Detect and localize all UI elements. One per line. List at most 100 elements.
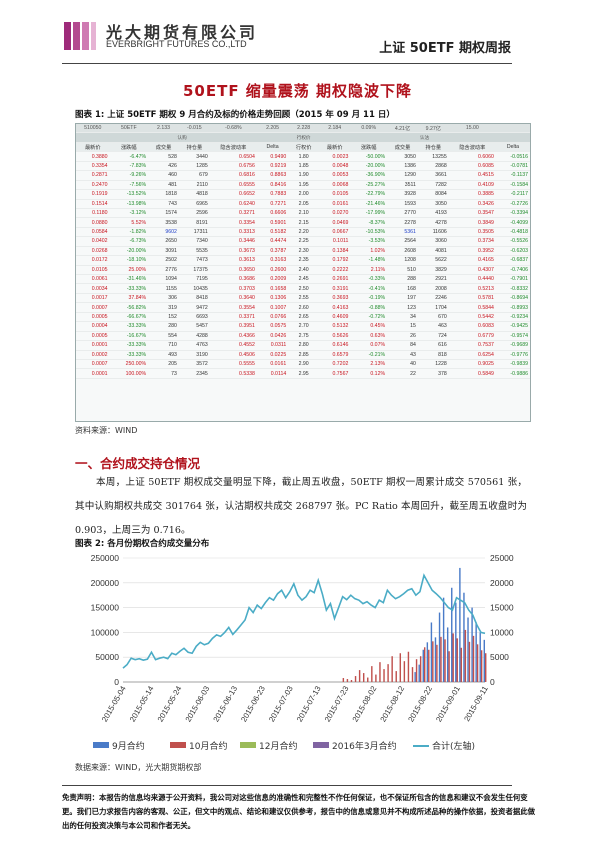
table-row[interactable]: 0.0005 -66.67% 152 6693 0.3371 0.0766 2.65 0.46… [76, 312, 530, 323]
table-cell: -0.9839 [495, 359, 530, 370]
table-cell: 0.6254 [448, 350, 496, 360]
table-cell: 0.4165 [448, 255, 496, 266]
bar-10月合约 [464, 629, 467, 682]
y-tick-label-left: 0 [114, 677, 119, 687]
table-cell: -0.19% [350, 293, 388, 304]
table-cell: 0.1658 [256, 283, 289, 294]
table-cell: 0.0001 [76, 368, 110, 379]
table-cell: -6.47% [109, 151, 149, 162]
table-row[interactable]: 0.2470 -7.56% 481 2110 0.6555 0.8416 1.95 0.006… [76, 180, 530, 191]
bar-9月合约 [430, 622, 433, 682]
table-cell: 168 [387, 283, 418, 294]
table-row[interactable]: 0.0034 -33.33% 1155 10435 0.3703 0.1658 2.50 0.… [76, 283, 530, 294]
table-row[interactable]: 0.0172 -18.10% 2502 7473 0.3613 0.3163 2.35 0.1… [76, 255, 530, 266]
table-cell: 1155 [148, 283, 179, 294]
table-row[interactable]: 0.1180 -3.12% 1574 2596 0.3271 0.6606 2.10 0.02… [76, 208, 530, 219]
table-cell: 0.0225 [256, 350, 289, 360]
company-logo-icon [62, 18, 98, 54]
table-cell: 2.55 [288, 293, 320, 304]
bar-10月合约 [383, 669, 385, 682]
underlying-cell: -0.68% [209, 124, 257, 134]
x-tick-label: 2015-07-23 [323, 685, 351, 724]
table-row[interactable]: 0.0061 -31.46% 1094 7195 0.3686 0.2009 2.45 0.2… [76, 274, 530, 285]
table-cell: 0.4366 [209, 331, 257, 342]
table-cell: 5622 [417, 255, 449, 266]
table-cell: -7.56% [109, 180, 149, 191]
y-tick-label-right: 15000 [490, 603, 514, 613]
column-header: 最新价 [76, 142, 110, 153]
table-row[interactable]: 0.0007 -56.82% 319 9472 0.3554 0.1007 2.60 0.41… [76, 302, 530, 313]
legend-label: 2016年3月合约 [332, 740, 397, 752]
table-cell: 1818 [148, 189, 179, 200]
table-cell: 0.0172 [76, 255, 110, 266]
table-row[interactable]: 0.0402 -6.73% 2650 7340 0.3446 0.4474 2.25 0.10… [76, 236, 530, 247]
table-row[interactable]: 0.0105 25.00% 2776 17375 0.3650 0.2600 2.40 0.2… [76, 265, 530, 276]
table-row[interactable]: 0.0880 5.52% 3538 8191 0.3354 0.5901 2.15 0.046… [76, 217, 530, 228]
table-cell: -0.8993 [495, 302, 530, 313]
table-row[interactable]: 0.2871 -9.26% 460 679 0.6816 0.8863 1.90 0.0053… [76, 170, 530, 181]
table-row[interactable]: 0.0268 -20.00% 3091 5535 0.3673 0.3787 2.30 0.1… [76, 246, 530, 257]
table-row[interactable]: 0.0584 -1.82% 9602 17311 0.3313 0.5182 2.20 0.0… [76, 227, 530, 238]
table-cell: 0.3271 [209, 208, 257, 219]
table-row[interactable]: 0.3880 -6.47% 528 3440 0.6504 0.9490 1.80 0.002… [76, 151, 530, 162]
bar-9月合约 [455, 602, 457, 682]
table-cell: 0.0004 [76, 321, 110, 332]
table-cell: 0.0268 [76, 246, 110, 257]
table-cell: 510 [387, 265, 418, 276]
y-tick-label-right: 0 [490, 677, 495, 687]
legend-swatch [93, 742, 109, 748]
legend-label: 12月合约 [259, 740, 297, 752]
bar-9月合约 [426, 642, 429, 682]
table-row[interactable]: 0.1919 -13.52% 1818 4818 0.6652 0.7883 2.00 0.0… [76, 189, 530, 200]
table-cell: 8084 [417, 189, 449, 200]
table-row[interactable]: 0.0017 37.84% 306 8418 0.3640 0.1306 2.55 0.369… [76, 293, 530, 304]
underlying-row: 510050 50ETF 2.133 -0.015 -0.68% 2.205 2.228 2.… [76, 124, 530, 134]
bar-10月合约 [419, 656, 422, 682]
table-cell: 0.3952 [448, 246, 496, 257]
bar-10月合约 [456, 638, 458, 682]
table-row[interactable]: 0.0007 250.00% 205 3572 0.5555 0.0161 2.90 0.72… [76, 359, 530, 370]
column-header: 隐含波动率 [209, 142, 257, 153]
table-cell: 0.0017 [76, 293, 110, 304]
x-tick-label: 2015-07-03 [267, 685, 295, 724]
table-row[interactable]: 0.1514 -13.98% 743 6965 0.6240 0.7271 2.05 0.01… [76, 199, 530, 209]
table-cell: 5.52% [109, 217, 149, 228]
table-cell: 1285 [178, 161, 210, 172]
table-cell: -0.5526 [495, 236, 530, 247]
table-cell: 2.20 [288, 227, 320, 238]
table-row[interactable]: 0.0002 -33.33% 493 3190 0.4506 0.0225 2.85 0.65… [76, 350, 530, 360]
table-cell: 1.85 [288, 161, 320, 172]
table-cell: 2.75 [288, 331, 320, 342]
table-row[interactable]: 0.0001 100.00% 73 2345 0.5338 0.0114 2.95 0.756… [76, 368, 530, 379]
underlying-cell: 2.184 [319, 124, 351, 134]
table-cell: 0.6146 [319, 340, 351, 351]
column-header: 持仓量 [417, 142, 449, 153]
table-row[interactable]: 0.3354 -7.83% 426 1285 0.6756 0.9219 1.85 0.004… [76, 161, 530, 172]
table-cell: 0.6240 [209, 199, 257, 209]
table-row[interactable]: 0.0005 -16.67% 554 4288 0.4366 0.0426 2.75 0.56… [76, 331, 530, 342]
table-cell: -18.10% [109, 255, 149, 266]
table-cell: 0.3163 [256, 255, 289, 266]
table-cell: 0.3640 [209, 293, 257, 304]
table-cell: 818 [417, 350, 449, 360]
table-row[interactable]: 0.0004 -33.33% 280 5457 0.3951 0.0575 2.70 0.51… [76, 321, 530, 332]
bar-10月合约 [346, 679, 349, 682]
legend-label: 10月合约 [189, 740, 227, 752]
bar-10月合约 [476, 644, 479, 682]
table-cell: 0.3354 [76, 161, 110, 172]
table-cell: 4818 [178, 189, 210, 200]
underlying-cell: 9.27亿 [417, 124, 449, 134]
table-cell: 0.5213 [448, 283, 496, 294]
table-cell: 17311 [178, 227, 210, 238]
table-cell: 0.5132 [319, 321, 351, 332]
table-cell: 2650 [148, 236, 179, 247]
x-tick-label: 2015-09-11 [462, 685, 489, 724]
figure-1-source: 资料来源：WIND [75, 426, 138, 435]
table-cell: 0.0105 [319, 189, 351, 200]
table-cell: -13.98% [109, 199, 149, 209]
table-cell: 34 [387, 312, 418, 323]
table-cell: 0.9219 [256, 161, 289, 172]
table-row[interactable]: 0.0001 -33.33% 710 4763 0.4552 0.0311 2.80 0.61… [76, 340, 530, 351]
bar-10月合约 [358, 670, 361, 682]
table-cell: -0.2117 [495, 189, 530, 200]
